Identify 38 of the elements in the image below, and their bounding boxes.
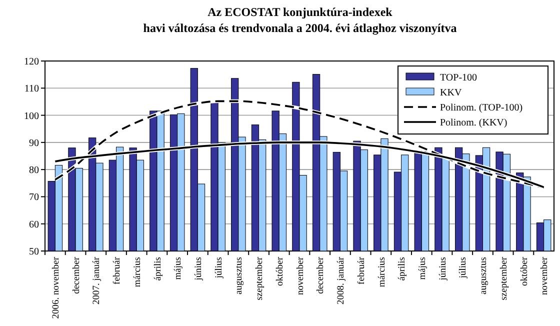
- x-tick-label: augusztus: [479, 256, 490, 294]
- x-tick-label: november: [296, 256, 306, 295]
- legend-label: KKV: [440, 88, 462, 98]
- x-tick-label: április: [153, 256, 164, 281]
- x-tick-label: 2006. november: [52, 256, 62, 319]
- x-tick-label: 2008. január: [336, 256, 347, 304]
- y-tick-label: 80: [29, 165, 39, 176]
- x-tick-label: szeptember: [499, 256, 510, 300]
- chart-title: Az ECOSTAT konjunktúra-indexek havi változása és trendvonala a 2004. évi átlaghoz viszonyítva: [143, 5, 457, 35]
- y-tick-label: 70: [29, 192, 39, 204]
- y-tick-label: 60: [29, 219, 39, 230]
- legend-label: Polinom. (KKV): [440, 118, 508, 128]
- x-tick-label: október: [520, 256, 530, 286]
- x-tick-label: december: [72, 256, 82, 294]
- x-tick-label: szeptember: [255, 256, 266, 300]
- x-tick-label: november: [540, 256, 550, 295]
- x-tick-label: július: [214, 256, 224, 280]
- x-tick-label: október: [275, 256, 286, 286]
- x-tick-label: június: [194, 256, 204, 282]
- x-tick-label: február: [112, 256, 123, 284]
- x-tick-label: június: [438, 256, 448, 282]
- x-tick-label: május: [418, 256, 428, 280]
- y-tick-label: 90: [29, 138, 39, 149]
- x-tick-label: március: [132, 256, 143, 288]
- legend-label: Polinom. (TOP-100): [440, 102, 523, 114]
- legend-label: TOP-100: [440, 72, 478, 84]
- x-tick-label: 2007. január: [92, 256, 102, 304]
- x-tick-label: július: [458, 256, 469, 280]
- x-tick-label: március: [377, 256, 388, 288]
- x-tick-label: december: [316, 256, 326, 294]
- y-tick-label: 110: [24, 84, 39, 95]
- y-tick-label: 100: [24, 110, 39, 122]
- y-tick-label: 50: [29, 246, 39, 258]
- x-tick-label: április: [398, 256, 408, 281]
- x-tick-label: május: [174, 256, 184, 280]
- y-tick-label: 120: [24, 56, 39, 68]
- x-tick-label: augusztus: [234, 256, 245, 294]
- x-tick-label: február: [356, 256, 367, 284]
